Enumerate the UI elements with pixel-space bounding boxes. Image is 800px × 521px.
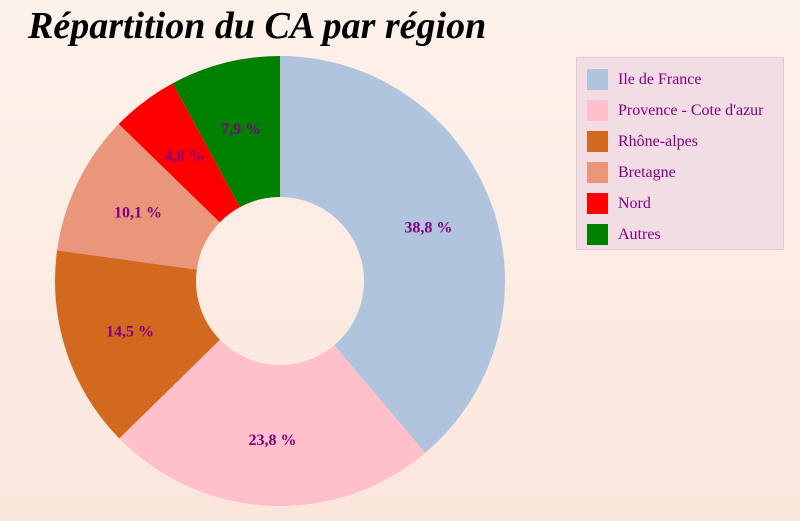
chart-title: Répartition du CA par région xyxy=(28,5,487,47)
legend-item: Bretagne xyxy=(577,157,783,188)
data-label: 14,5 % xyxy=(106,324,154,341)
legend-swatch xyxy=(587,193,608,214)
legend-item: Autres xyxy=(577,219,783,250)
legend-label: Ile de France xyxy=(618,70,702,88)
legend-swatch xyxy=(587,100,608,121)
legend-item: Nord xyxy=(577,188,783,219)
legend-item: Rhône-alpes xyxy=(577,126,783,157)
legend-label: Bretagne xyxy=(618,163,676,181)
legend: Ile de France Provence - Cote d'azur Rhône… xyxy=(576,57,784,250)
legend-item: Ile de France xyxy=(577,64,783,95)
data-label: 4,8 % xyxy=(165,148,205,165)
legend-swatch xyxy=(587,131,608,152)
legend-swatch xyxy=(587,69,608,90)
legend-label: Nord xyxy=(618,194,651,212)
legend-label: Autres xyxy=(618,225,661,243)
slice-rh-ne-alpes xyxy=(54,250,220,439)
legend-swatch xyxy=(587,162,608,183)
slice-bretagne xyxy=(57,124,220,270)
legend-label: Provence - Cote d'azur xyxy=(618,101,764,119)
legend-label: Rhône-alpes xyxy=(618,132,698,150)
slice-ile-de-france xyxy=(280,56,506,453)
data-label: 7,9 % xyxy=(221,121,261,138)
legend-item: Provence - Cote d'azur xyxy=(577,95,783,126)
slice-provence-cote-d-azur xyxy=(119,339,426,507)
legend-swatch xyxy=(587,224,608,245)
slice-autres xyxy=(172,56,280,208)
data-label: 10,1 % xyxy=(114,205,162,222)
data-label: 23,8 % xyxy=(249,432,297,449)
slice-nord xyxy=(118,83,240,223)
data-label: 38,8 % xyxy=(404,220,452,237)
